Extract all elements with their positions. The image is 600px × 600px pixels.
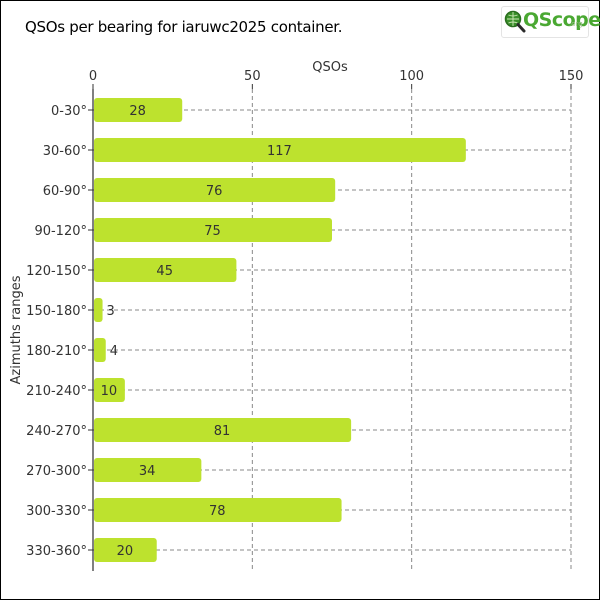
category-label: 150-180° [26, 304, 87, 319]
bar-value-label: 4 [110, 344, 118, 359]
x-tick-label: 150 [559, 69, 584, 84]
bar-value-label: 81 [214, 424, 231, 439]
bar [94, 418, 352, 442]
category-label: 30-60° [43, 144, 87, 159]
bar-value-label: 34 [139, 464, 156, 479]
x-tick-label: 0 [89, 69, 97, 84]
bar [94, 178, 336, 202]
bar-value-label: 28 [129, 104, 146, 119]
category-label: 90-120° [34, 224, 87, 239]
category-label: 0-30° [51, 104, 87, 119]
magnifier-globe-icon [504, 10, 526, 33]
qscope-logo: QScope .org [501, 6, 600, 38]
bar [94, 218, 332, 242]
bar-value-label: 78 [209, 504, 226, 519]
bar [94, 338, 106, 362]
bar [94, 458, 202, 482]
bar [94, 498, 342, 522]
logo-text: QScope [523, 9, 600, 31]
bar [94, 538, 157, 562]
bar [94, 258, 237, 282]
bar-value-label: 10 [101, 384, 118, 399]
category-label: 60-90° [43, 184, 87, 199]
chart-title: QSOs per bearing for iaruwc2025 containe… [25, 18, 343, 36]
category-labels: 0-30° 30-60° 60-90° 90-120° 120-150° 150-180°… [26, 104, 93, 559]
category-label: 240-270° [26, 424, 87, 439]
bar-value-label: 45 [156, 264, 173, 279]
x-tick-labels: 0 50 100 150 [89, 69, 584, 89]
bar-value-label: 75 [204, 224, 221, 239]
bar-value-label: 76 [206, 184, 223, 199]
category-label: 300-330° [26, 504, 87, 519]
bar-value-label: 117 [267, 144, 292, 159]
category-label: 210-240° [26, 384, 87, 399]
bar-value-label: 3 [107, 304, 115, 319]
category-label: 120-150° [26, 264, 87, 279]
logo-suffix: .org [569, 20, 583, 28]
bar [94, 98, 183, 122]
x-tick-label: 100 [399, 69, 424, 84]
bar [94, 138, 466, 162]
bar-value-label: 20 [117, 544, 134, 559]
category-label: 180-210° [26, 344, 87, 359]
bar [94, 298, 103, 322]
category-label: 330-360° [26, 544, 87, 559]
x-tick-label: 50 [244, 69, 261, 84]
x-axis-title: QSOs [312, 60, 348, 75]
category-label: 270-300° [26, 464, 87, 479]
bar [94, 378, 125, 402]
y-axis-title: Azimuths ranges [9, 275, 24, 384]
